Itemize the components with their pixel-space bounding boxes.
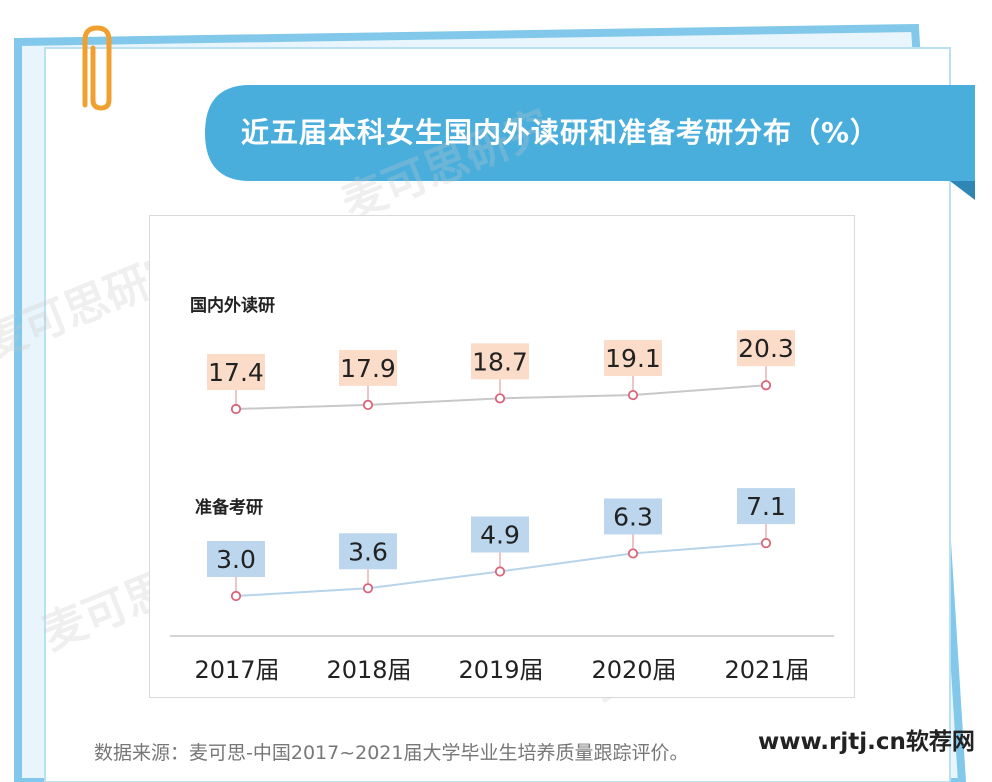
- banner-shape: [205, 85, 975, 181]
- data-label: 17.4: [208, 358, 264, 387]
- data-label-bg: [737, 330, 795, 367]
- data-label: 7.1: [746, 492, 786, 521]
- data-point: [760, 380, 772, 391]
- data-label-bg: [604, 498, 662, 535]
- data-point: [760, 538, 772, 549]
- data-point: [494, 566, 506, 577]
- series-title-0: 国内外读研: [190, 295, 275, 316]
- source-note: 数据来源：麦可思-中国2017~2021届大学毕业生培养质量跟踪评价。: [94, 742, 689, 764]
- data-label: 3.0: [216, 545, 256, 574]
- chart-panel: 国内外读研 准备考研 17.4 17.9 18.7 19.1 20.3 3.0 3.6 4.9…: [149, 215, 855, 698]
- page-title: 近五届本科女生国内外读研和准备考研分布（%）: [241, 116, 880, 149]
- data-point: [230, 403, 242, 415]
- banner-fold: [950, 181, 975, 200]
- data-point: [362, 583, 374, 594]
- x-tick-label: 2017届: [194, 656, 279, 684]
- data-label-bg: [339, 349, 397, 386]
- series-title-1: 准备考研: [195, 497, 263, 518]
- title-banner: 近五届本科女生国内外读研和准备考研分布（%）: [205, 85, 975, 181]
- data-point: [362, 399, 374, 410]
- data-label: 17.9: [340, 354, 396, 383]
- data-point: [627, 548, 639, 559]
- data-label-bg: [737, 488, 795, 525]
- site-watermark: www.rjtj.cn软荐网: [758, 729, 975, 755]
- data-label: 3.6: [348, 537, 388, 566]
- paperclip-icon: [82, 25, 112, 111]
- data-label: 18.7: [472, 347, 528, 376]
- x-tick-label: 2019届: [458, 656, 543, 684]
- line-chart: 国内外读研 准备考研 17.4 17.9 18.7 19.1 20.3 3.0 3.6 4.9…: [170, 295, 834, 684]
- data-label-bg: [339, 533, 397, 570]
- data-point: [230, 590, 242, 602]
- data-label-bg: [207, 541, 265, 577]
- data-label-bg: [471, 343, 529, 380]
- data-point: [494, 393, 506, 404]
- x-tick-label: 2018届: [326, 656, 411, 684]
- data-label-bg: [471, 516, 529, 553]
- data-point: [627, 389, 639, 401]
- data-label: 19.1: [605, 344, 661, 373]
- x-tick-label: 2020届: [591, 656, 676, 684]
- data-label: 6.3: [613, 502, 653, 531]
- chart-marks: 17.4 17.9 18.7 19.1 20.3 3.0 3.6 4.9 6.3 7.1 2017届…: [194, 330, 810, 684]
- data-label: 4.9: [480, 520, 520, 549]
- data-label-bg: [604, 340, 662, 377]
- x-tick-label: 2021届: [724, 656, 809, 684]
- data-label: 20.3: [738, 334, 794, 363]
- data-label-bg: [207, 354, 265, 390]
